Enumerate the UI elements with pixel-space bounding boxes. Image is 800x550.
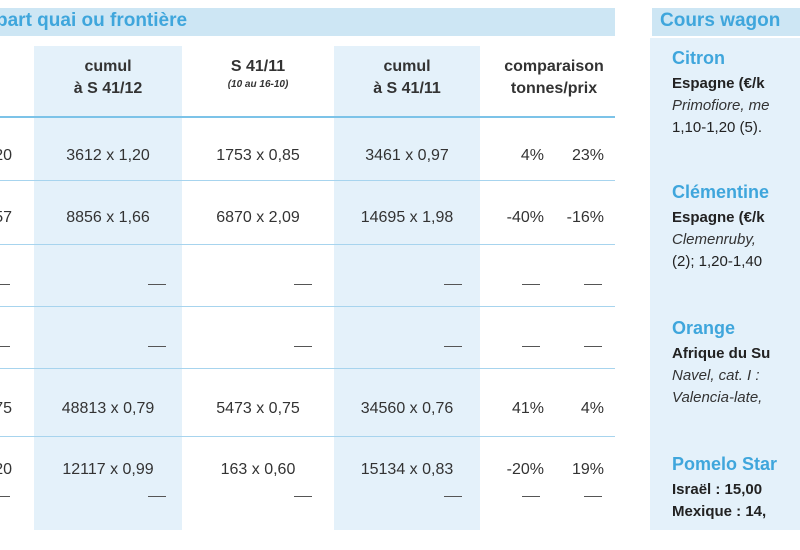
table-cell-price: -16% <box>566 209 604 226</box>
section-line: (2); 1,20-1,40 <box>672 253 763 270</box>
empty-dash <box>522 284 540 285</box>
table-cell: 34560 x 0,76 <box>360 400 454 417</box>
empty-dash <box>444 346 462 347</box>
column-header-week-11: S 41/11 (10 au 16-10) <box>186 56 330 92</box>
table-cell-partial: 20 <box>0 147 12 164</box>
column-header-line1: S 41/11 <box>230 58 286 75</box>
empty-dash <box>584 496 602 497</box>
section-head-citron: Citron <box>672 48 725 68</box>
table-cell-tonnes: 4% <box>520 147 544 164</box>
table-cell-tonnes: -40% <box>506 209 544 226</box>
column-header-sub: (10 au 16-10) <box>227 79 289 90</box>
table-cell: 6870 x 2,09 <box>216 209 300 226</box>
section-line: 1,10-1,20 (5). <box>672 119 763 136</box>
section-head-clementine: Clémentine <box>672 182 770 202</box>
section-line: Afrique du Su <box>672 345 771 362</box>
table-cell: 1753 x 0,85 <box>216 147 300 164</box>
column-header-line1: cumul <box>383 58 431 75</box>
empty-dash <box>522 346 540 347</box>
column-header-line1: comparaison <box>504 58 604 75</box>
empty-dash <box>148 284 166 285</box>
section-line: Espagne (€/k <box>672 75 765 92</box>
empty-dash <box>522 496 540 497</box>
column-shade-cumul-11 <box>334 46 480 530</box>
column-header-cumul-12: cumul à S 41/12 <box>34 56 182 100</box>
column-header-cumul-11: cumul à S 41/11 <box>334 56 480 100</box>
row-rule <box>0 306 615 307</box>
partial-column-header: ) <box>0 56 10 78</box>
empty-dash <box>294 284 312 285</box>
table-cell: 3612 x 1,20 <box>66 147 150 164</box>
section-head-pomelo: Pomelo Star <box>672 454 778 474</box>
side-title: Cours wagon <box>660 10 781 31</box>
side-panel <box>650 38 800 530</box>
table-cell: 48813 x 0,79 <box>61 400 155 417</box>
empty-dash <box>148 496 166 497</box>
table-cell-price: 4% <box>580 400 604 417</box>
section-line: Primofiore, me <box>672 97 770 114</box>
table-header-bar <box>0 8 615 36</box>
empty-dash <box>0 346 10 347</box>
column-header-line2: tonnes/prix <box>510 80 598 97</box>
empty-dash <box>584 284 602 285</box>
table-cell-partial: 20 <box>0 461 12 478</box>
section-line: Clemenruby, <box>672 231 756 248</box>
table-cell: 3461 x 0,97 <box>365 147 449 164</box>
section-line: Navel, cat. I : <box>672 367 760 384</box>
column-header-line1: cumul <box>84 58 132 75</box>
empty-dash <box>148 346 166 347</box>
column-header-comparison: comparaison tonnes/prix <box>484 56 624 100</box>
table-cell-price: 23% <box>571 147 604 164</box>
table-cell: 15134 x 0,83 <box>360 461 454 478</box>
empty-dash <box>0 284 10 285</box>
row-rule <box>0 180 615 181</box>
column-header-line2: à S 41/11 <box>373 80 441 97</box>
empty-dash <box>294 496 312 497</box>
section-line: Mexique : 14, <box>672 503 767 520</box>
section-line: Valencia-late, <box>672 389 763 406</box>
section-line: Israël : 15,00 <box>672 481 763 498</box>
row-rule <box>0 368 615 369</box>
table-cell: 12117 x 0,99 <box>62 461 154 478</box>
empty-dash <box>444 284 462 285</box>
header-rule <box>0 116 615 118</box>
empty-dash <box>0 496 10 497</box>
empty-dash <box>444 496 462 497</box>
section-line: Espagne (€/k <box>672 209 765 226</box>
table-title: part quai ou frontière <box>0 10 188 31</box>
table-cell: 5473 x 0,75 <box>216 400 300 417</box>
table-cell-partial: 57 <box>0 209 12 226</box>
column-shade-cumul-12 <box>34 46 182 530</box>
empty-dash <box>294 346 312 347</box>
row-rule <box>0 436 615 437</box>
table-cell-tonnes: 41% <box>511 400 544 417</box>
row-rule <box>0 244 615 245</box>
empty-dash <box>584 346 602 347</box>
table-cell: 163 x 0,60 <box>220 461 296 478</box>
table-cell-partial: 75 <box>0 400 12 417</box>
side-panel-content: Citron Espagne (€/k Primofiore, me 1,10-… <box>650 38 800 530</box>
column-header-line2: à S 41/12 <box>73 80 143 97</box>
table-cell: 14695 x 1,98 <box>360 209 454 226</box>
table-cell-tonnes: -20% <box>506 461 544 478</box>
table-cell-price: 19% <box>571 461 604 478</box>
section-head-orange: Orange <box>672 318 736 338</box>
side-header-bar <box>652 8 800 36</box>
table-cell: 8856 x 1,66 <box>66 209 150 226</box>
